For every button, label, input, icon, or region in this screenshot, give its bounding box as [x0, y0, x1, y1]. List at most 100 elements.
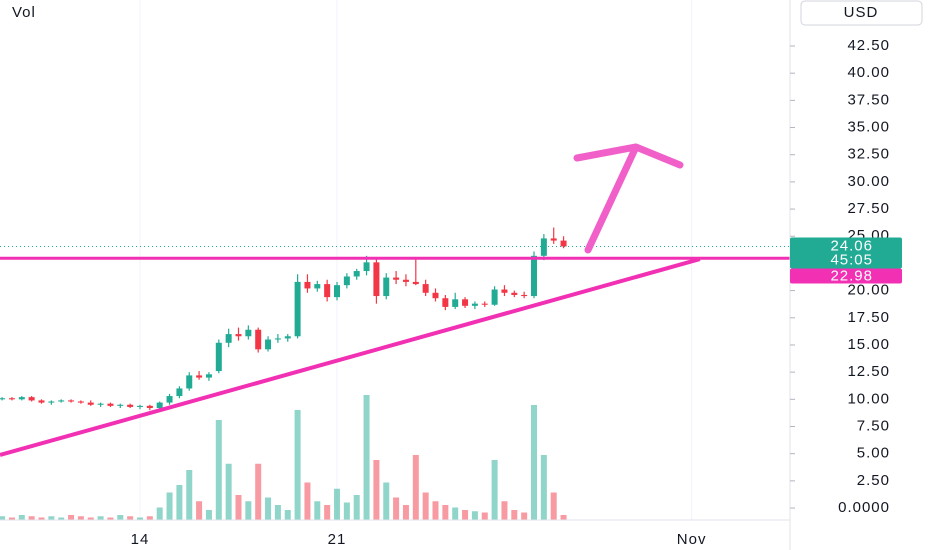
volume-bar — [353, 495, 360, 520]
volume-bar — [471, 511, 478, 520]
y-tick-label: 40.00 — [847, 64, 890, 81]
volume-bar — [255, 463, 262, 520]
candle-body — [373, 262, 380, 297]
candle-body — [215, 342, 222, 372]
volume-bar — [18, 515, 25, 520]
volume-bar — [117, 515, 124, 520]
volume-bar — [304, 482, 311, 520]
countdown-label: 45:05 — [830, 251, 873, 268]
volume-bar — [38, 517, 45, 520]
candle-body — [87, 402, 94, 405]
candle-body — [432, 292, 439, 299]
volume-bar — [343, 502, 350, 520]
candle-body — [540, 238, 547, 256]
candle-body — [511, 292, 518, 295]
candle-body — [127, 404, 134, 407]
volume-bar — [156, 507, 163, 520]
candle-body — [38, 400, 45, 403]
y-tick-label: 15.00 — [847, 336, 890, 353]
volume-layer — [0, 395, 567, 520]
volume-bar — [215, 420, 222, 520]
candle-body — [324, 284, 331, 298]
volume-bar — [560, 515, 567, 520]
volume-bar — [48, 516, 55, 520]
candle-body — [8, 398, 15, 400]
candle-body — [343, 276, 350, 286]
volume-bar — [373, 460, 380, 520]
volume-bar — [284, 510, 291, 520]
y-tick-label: 30.00 — [847, 173, 890, 190]
volume-bar — [491, 460, 498, 520]
volume-bar — [97, 516, 104, 520]
candle-body — [550, 238, 557, 241]
volume-bar — [531, 405, 538, 520]
y-tick-label: 35.00 — [847, 118, 890, 135]
candle-body — [560, 240, 567, 247]
candle-body — [521, 294, 528, 297]
candle-body — [176, 388, 183, 397]
volume-bar — [146, 516, 153, 520]
volume-bar — [107, 517, 114, 520]
volume-bar — [501, 501, 508, 520]
volume-bar — [0, 516, 6, 520]
volume-bar — [8, 517, 15, 520]
candle-body — [28, 397, 35, 401]
volume-bar — [136, 517, 143, 520]
candle-body — [18, 397, 25, 400]
candle-body — [205, 374, 212, 378]
candle-body — [314, 284, 321, 289]
currency-label[interactable]: USD — [844, 4, 879, 21]
volume-bar — [274, 505, 281, 520]
volume-bar — [235, 495, 242, 520]
candle-body — [156, 402, 163, 409]
y-tick-label: 37.50 — [847, 91, 890, 108]
last-price-tag — [790, 237, 902, 269]
candle-body — [334, 285, 341, 298]
volume-bar — [402, 505, 409, 520]
volume-bar — [186, 470, 193, 520]
candle-body — [245, 329, 252, 337]
candle-body — [284, 336, 291, 339]
candle-body — [0, 398, 6, 400]
currency-button[interactable] — [800, 0, 923, 26]
candle-body — [501, 289, 508, 293]
candle-body — [442, 298, 449, 307]
candle-body — [107, 403, 114, 406]
last-price-label: 24.06 — [830, 237, 873, 254]
volume-bar — [412, 455, 419, 520]
y-tick-label: 12.50 — [847, 363, 890, 380]
candle-body — [136, 405, 143, 407]
candle-body — [363, 262, 370, 272]
candle-body — [48, 401, 55, 403]
candle-body — [166, 396, 173, 403]
candle-body — [422, 284, 429, 293]
candle-body — [77, 401, 84, 403]
y-tick-label: 32.50 — [847, 146, 890, 163]
overlay-layer — [0, 245, 790, 457]
x-tick-label: Nov — [677, 531, 707, 548]
y-tick-label: 5.00 — [857, 445, 890, 462]
candle-body — [412, 281, 419, 285]
volume-bar — [324, 505, 331, 520]
candle-body — [481, 303, 488, 305]
volume-label: Vol — [12, 4, 36, 21]
candle-body — [393, 277, 400, 280]
axis-layer: 14 21 Nov 0.0000 2.50 5.00 7.50 10.00 12.50 15.00… — [131, 37, 902, 548]
volume-bar — [294, 410, 301, 520]
volume-bar — [442, 505, 449, 520]
volume-bar — [28, 516, 35, 520]
volume-bar — [452, 507, 459, 520]
y-tick-label: 20.00 — [847, 282, 890, 299]
volume-bar — [462, 510, 469, 520]
volume-bar — [540, 455, 547, 520]
volume-bar — [205, 510, 212, 520]
volume-bar — [521, 512, 528, 520]
y-tick-label: 7.50 — [857, 417, 890, 434]
x-tick-label: 21 — [328, 531, 347, 548]
y-tick-label: 17.50 — [847, 309, 890, 326]
volume-bar — [363, 395, 370, 520]
candle-body — [68, 400, 75, 402]
candle-body — [265, 339, 272, 350]
